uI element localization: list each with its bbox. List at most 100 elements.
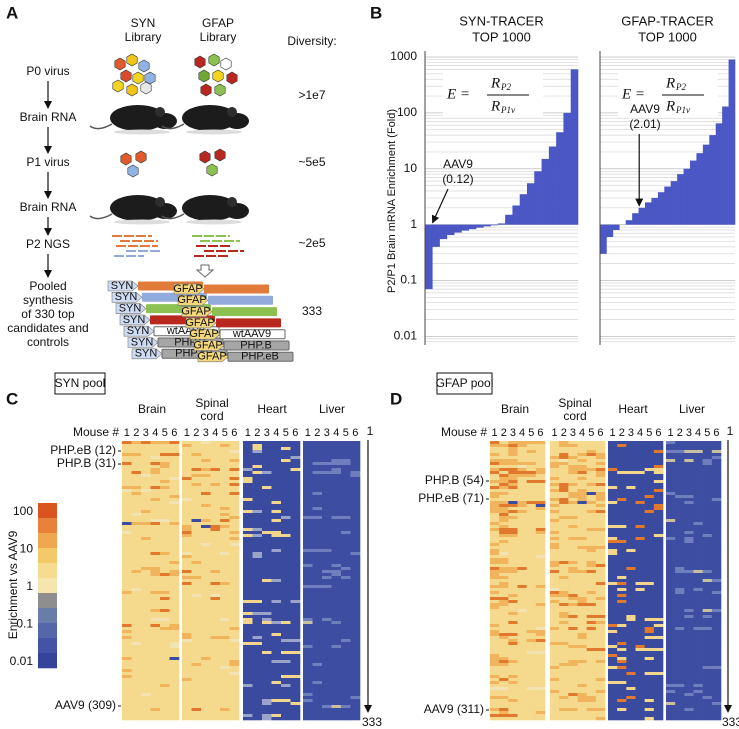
- heatmap-cell: [182, 534, 192, 537]
- heatmap-cell: [220, 486, 230, 489]
- heatmap-cell: [559, 600, 568, 603]
- heatmap-cell: [272, 600, 282, 603]
- heatmap-cell: [568, 579, 577, 582]
- heatmap-cell: [332, 597, 342, 600]
- heatmap-cell: [201, 570, 211, 573]
- heatmap-cell: [262, 543, 272, 546]
- heatmap-cell: [262, 696, 272, 699]
- heatmap-cell: [703, 552, 712, 555]
- heatmap-cell: [499, 525, 508, 528]
- heatmap-cell: [666, 654, 675, 657]
- heatmap-cell: [313, 564, 323, 567]
- heatmap-cell: [490, 639, 499, 642]
- heatmap-cell: [527, 489, 536, 492]
- formula-text: R: [665, 75, 675, 91]
- heatmap-cell: [201, 666, 211, 669]
- heatmap-cell: [536, 525, 545, 528]
- heatmap-cell: [151, 618, 161, 621]
- heatmap-cell: [587, 507, 596, 510]
- heatmap-cell: [550, 477, 559, 480]
- heatmap-cell: [508, 441, 517, 444]
- heatmap-cell: [281, 717, 291, 720]
- heatmap-cell: [313, 525, 323, 528]
- heatmap-cell: [160, 639, 170, 642]
- heatmap-cell: [527, 513, 536, 516]
- heatmap-cell: [645, 501, 654, 504]
- heatmap-cell: [303, 483, 313, 486]
- heatmap-cell: [322, 573, 332, 576]
- heatmap-cell: [550, 528, 559, 531]
- heatmap-cell: [322, 669, 332, 672]
- heatmap-cell: [192, 444, 202, 447]
- heatmap-cell: [518, 711, 527, 714]
- heatmap-cell: [262, 699, 272, 702]
- heatmap-cell: [272, 579, 282, 582]
- heatmap: [608, 441, 663, 720]
- heatmap-cell: [262, 708, 272, 711]
- heatmap-cell: [645, 570, 654, 573]
- heatmap-cell: [694, 513, 703, 516]
- heatmap-cell: [253, 576, 263, 579]
- bar: [664, 187, 671, 225]
- heatmap-cell: [132, 495, 142, 498]
- heatmap-cell: [508, 486, 517, 489]
- heatmap-cell: [703, 702, 712, 705]
- heatmap-cell: [518, 576, 527, 579]
- heatmap-cell: [211, 639, 221, 642]
- heatmap-cell: [272, 447, 282, 450]
- heatmap-cell: [578, 558, 587, 561]
- heatmap-cell: [220, 513, 230, 516]
- heatmap-cell: [291, 540, 301, 543]
- heatmap-cell: [712, 465, 721, 468]
- heatmap-cell: [617, 666, 626, 669]
- heatmap-cell: [291, 534, 301, 537]
- heatmap-cell: [132, 525, 142, 528]
- heatmap-cell: [211, 666, 221, 669]
- rank-label: 333: [362, 715, 382, 729]
- heatmap-cell: [132, 672, 142, 675]
- heatmap-cell: [536, 582, 545, 585]
- heatmap-cell: [151, 594, 161, 597]
- heatmap-cell: [568, 507, 577, 510]
- heatmap-cell: [654, 573, 663, 576]
- heatmap-cell: [230, 456, 240, 459]
- heatmap-cell: [192, 522, 202, 525]
- heatmap-cell: [536, 567, 545, 570]
- heatmap-cell: [694, 570, 703, 573]
- heatmap-cell: [262, 603, 272, 606]
- heatmap-cell: [508, 555, 517, 558]
- heatmap-cell: [253, 642, 263, 645]
- heatmap-cell: [587, 603, 596, 606]
- heatmap-cell: [578, 552, 587, 555]
- heatmap-cell: [253, 624, 263, 627]
- heatmap-cell: [596, 501, 605, 504]
- heatmap-cell: [151, 627, 161, 630]
- heatmap-cell: [626, 666, 635, 669]
- heatmap-cell: [272, 615, 282, 618]
- heatmap-cell: [712, 588, 721, 591]
- heatmap-cell: [201, 642, 211, 645]
- heatmap-cell: [192, 468, 202, 471]
- heatmap-cell: [508, 510, 517, 513]
- heatmap-cell: [151, 639, 161, 642]
- heatmap-cell: [313, 510, 323, 513]
- heatmap-cell: [262, 618, 272, 621]
- heatmap-cell: [211, 516, 221, 519]
- heatmap-cell: [201, 561, 211, 564]
- heatmap-cell: [559, 489, 568, 492]
- heatmap-cell: [211, 450, 221, 453]
- heatmap-cell: [666, 600, 675, 603]
- heatmap-cell: [122, 546, 132, 549]
- heatmap-cell: [341, 441, 351, 444]
- heatmap-cell: [151, 507, 161, 510]
- heatmap-cell: [550, 717, 559, 720]
- heatmap-cell: [141, 486, 151, 489]
- heatmap-cell: [559, 594, 568, 597]
- heatmap-cell: [122, 561, 132, 564]
- heatmap-cell: [508, 549, 517, 552]
- heatmap-cell: [230, 660, 240, 663]
- heatmap-cell: [617, 468, 626, 471]
- heatmap-cell: [536, 555, 545, 558]
- heatmap-cell: [675, 633, 684, 636]
- heatmap-cell: [508, 636, 517, 639]
